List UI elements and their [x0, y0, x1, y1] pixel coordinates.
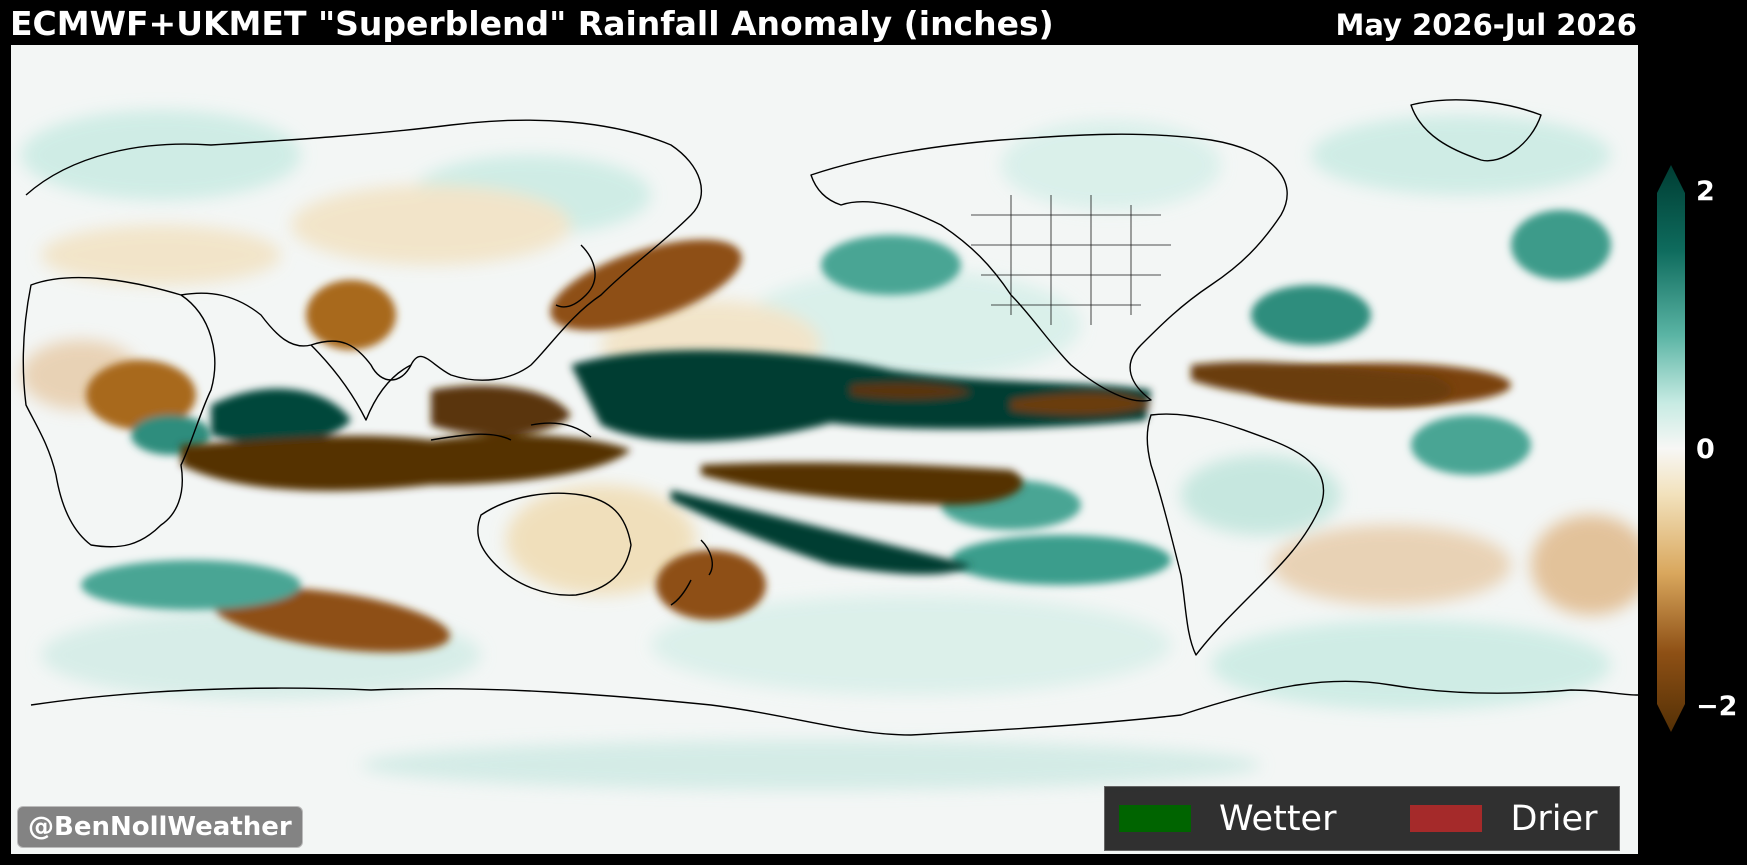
map-legend: Wetter Drier — [1104, 786, 1620, 851]
antarctica-outline — [30, 680, 1638, 736]
anomaly-map-svg — [21, 99, 1638, 790]
colorbar-max-label: 2 — [1696, 176, 1715, 207]
header: ECMWF+UKMET "Superblend" Rainfall Anomal… — [0, 0, 1640, 45]
south-america-outline — [1146, 413, 1325, 656]
india-outline — [310, 344, 412, 421]
forecast-period: May 2026-Jul 2026 — [1335, 8, 1637, 42]
japan-outline — [555, 244, 596, 308]
legend-label-wetter: Wetter — [1219, 798, 1337, 839]
legend-item-drier: Drier — [1410, 799, 1597, 839]
africa-outline — [22, 276, 216, 548]
map-title: ECMWF+UKMET "Superblend" Rainfall Anomal… — [10, 4, 1054, 43]
legend-item-wetter: Wetter — [1119, 799, 1336, 839]
colorbar — [1657, 165, 1685, 732]
credit-badge: @BenNollWeather — [17, 806, 303, 848]
legend-label-drier: Drier — [1510, 798, 1598, 839]
light-anomaly-layer — [21, 110, 1638, 790]
strong-anomaly-layer — [181, 350, 1452, 575]
coastlines — [22, 99, 1638, 736]
legend-swatch-wetter — [1119, 805, 1191, 832]
moderate-anomaly-layer — [81, 210, 1611, 653]
colorbar-mid-label: 0 — [1696, 434, 1715, 465]
europe-asia-outline — [25, 119, 702, 381]
greenland-outline — [1410, 99, 1542, 162]
maritime-continent-outline — [430, 422, 592, 441]
legend-swatch-drier — [1410, 805, 1483, 832]
new-zealand-outline — [670, 539, 713, 606]
australia-outline — [477, 492, 632, 596]
map-panel[interactable]: @BenNollWeather Wetter Drier — [11, 45, 1638, 854]
colorbar-min-label: −2 — [1696, 691, 1738, 722]
north-america-outline — [810, 133, 1288, 402]
us-state-borders — [971, 195, 1171, 325]
